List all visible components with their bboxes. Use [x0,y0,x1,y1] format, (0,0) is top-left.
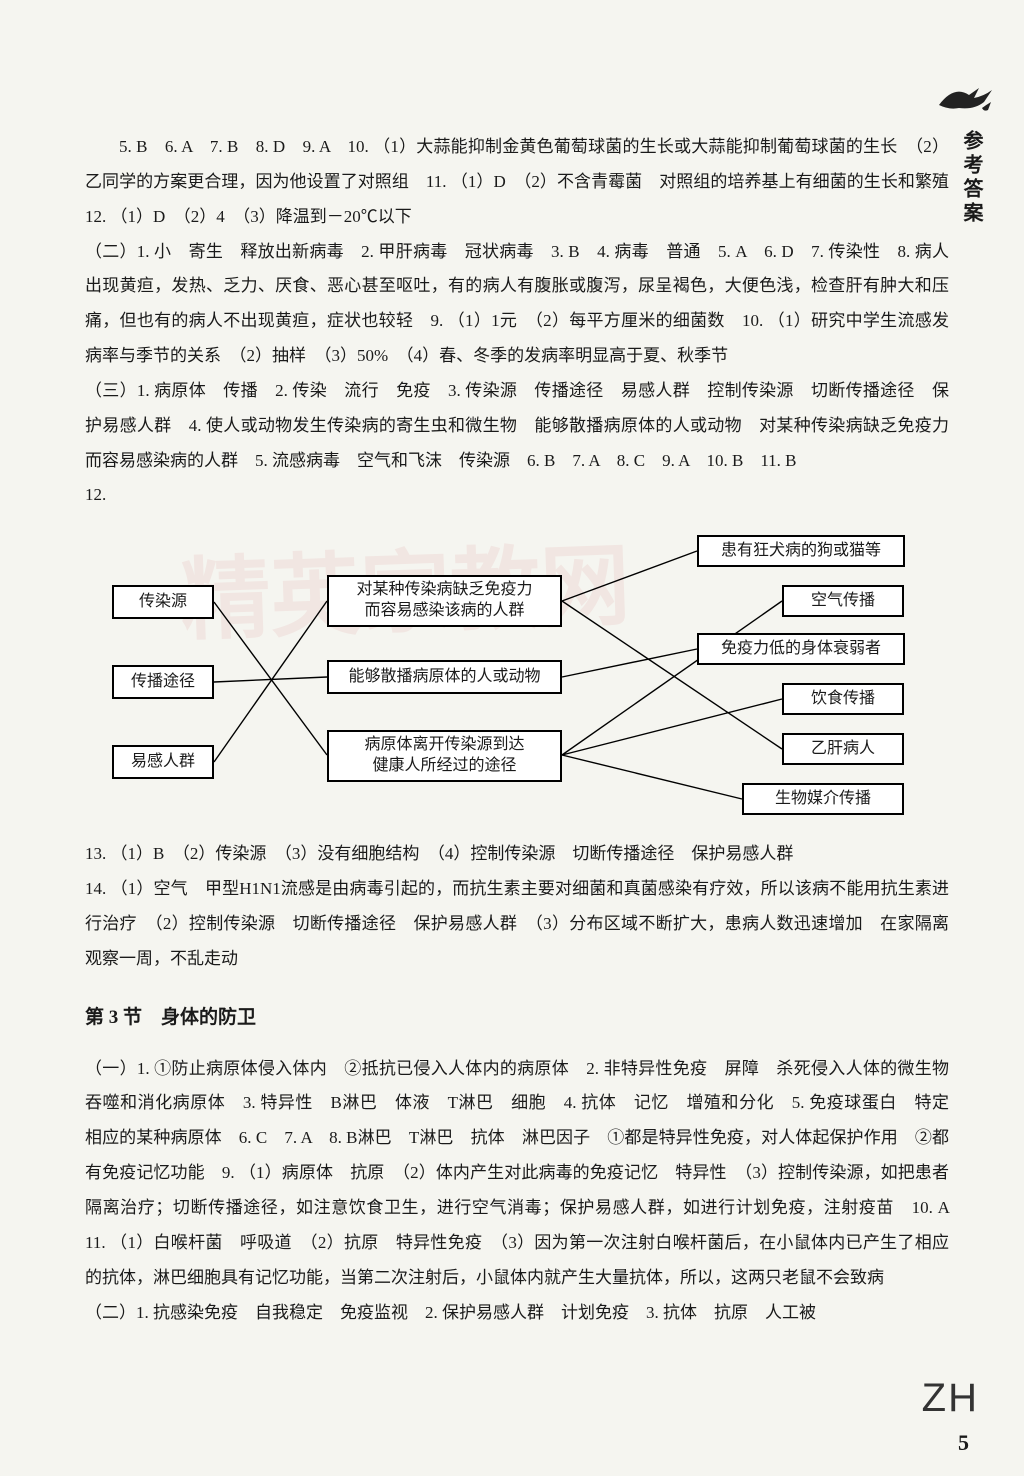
answer-paragraph: 14. （1）空气 甲型H1N1流感是由病毒引起的，而抗生素主要对细菌和真菌感染… [85,872,949,977]
page-number: 5 [958,1430,969,1456]
answer-paragraph: （二）1. 抗感染免疫 自我稳定 免疫监视 2. 保护易感人群 计划免疫 3. … [85,1296,949,1331]
concept-diagram: 传染源传播途径易感人群 对某种传染病缺乏免疫力 而容易感染该病的人群能够散播病原体… [102,525,932,825]
diagram-right-box: 乙肝病人 [782,733,904,765]
diagram-mid-box: 对某种传染病缺乏免疫力 而容易感染该病的人群 [327,575,562,627]
answer-paragraph: 5. B 6. A 7. B 8. D 9. A 10. （1）大蒜能抑制金黄色… [85,130,949,235]
diagram-mid-box: 能够散播病原体的人或动物 [327,660,562,694]
sidebar-label: 参考答案 [957,130,986,226]
diagram-left-box: 易感人群 [112,745,214,779]
answer-paragraph: （二）1. 小 寄生 释放出新病毒 2. 甲肝病毒 冠状病毒 3. B 4. 病… [85,235,949,374]
answer-paragraph: （一）1. ①防止病原体侵入体内 ②抵抗已侵入人体内的病原体 2. 非特异性免疫… [85,1052,949,1296]
answer-paragraph: 13. （1）B （2）传染源 （3）没有细胞结构 （4）控制传染源 切断传播途… [85,837,949,872]
footer-mark: ZH [922,1376,979,1421]
diagram-right-box: 空气传播 [782,585,904,617]
section-title: 第 3 节 身体的防卫 [85,999,949,1038]
diagram-right-box: 患有狂犬病的狗或猫等 [697,535,905,567]
answer-q12-label: 12. [85,478,949,513]
bird-decoration [934,80,994,125]
main-content: 5. B 6. A 7. B 8. D 9. A 10. （1）大蒜能抑制金黄色… [85,130,949,1330]
diagram-right-box: 免疫力低的身体衰弱者 [697,633,905,665]
answer-paragraph: （三）1. 病原体 传播 2. 传染 流行 免疫 3. 传染源 传播途径 易感人… [85,374,949,479]
diagram-right-box: 饮食传播 [782,683,904,715]
diagram-right-box: 生物媒介传播 [742,783,904,815]
diagram-mid-box: 病原体离开传染源到达 健康人所经过的途径 [327,730,562,782]
diagram-left-box: 传染源 [112,585,214,619]
diagram-left-box: 传播途径 [112,665,214,699]
